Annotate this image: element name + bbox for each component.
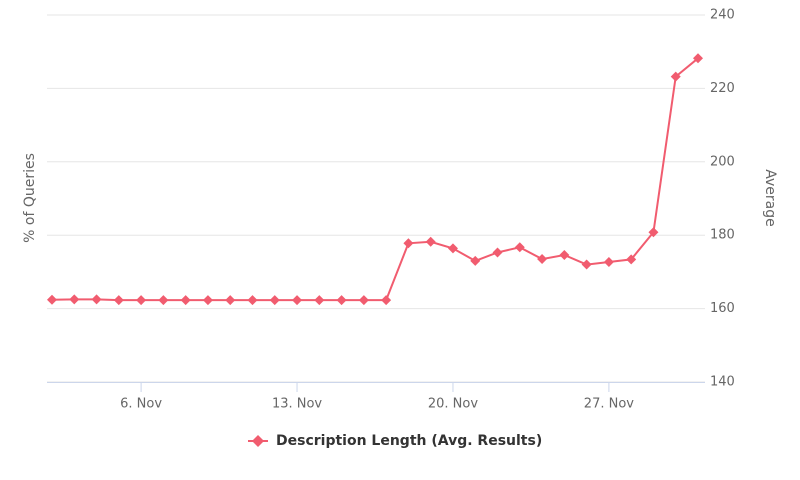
data-point	[470, 255, 481, 266]
data-point	[670, 71, 681, 82]
data-point	[603, 256, 614, 267]
y2-tick-label: 240	[710, 8, 735, 23]
legend-marker	[252, 435, 264, 447]
data-point	[136, 295, 147, 306]
y2-tick-label: 180	[710, 228, 735, 243]
data-point	[292, 295, 303, 306]
data-point	[581, 259, 592, 270]
x-tick-label: 27. Nov	[584, 397, 634, 412]
data-point	[158, 295, 169, 306]
data-point	[247, 295, 258, 306]
data-point	[47, 294, 57, 305]
data-point	[693, 53, 703, 64]
x-tick-label: 20. Nov	[428, 397, 478, 412]
data-point	[381, 295, 392, 306]
data-point	[269, 295, 280, 306]
data-point	[425, 236, 436, 247]
x-tick-label: 13. Nov	[272, 397, 322, 412]
y2-tick-label: 200	[710, 154, 735, 169]
data-point	[514, 242, 525, 253]
y2-tick-label: 220	[710, 81, 735, 96]
data-point	[559, 250, 570, 261]
data-point	[91, 294, 102, 305]
y2-tick-label: 160	[710, 301, 735, 316]
data-point	[113, 295, 124, 306]
left-axis-title: % of Queries	[22, 153, 38, 243]
data-point	[69, 294, 80, 305]
series-line	[51, 57, 699, 302]
y2-tick-label: 140	[710, 375, 735, 390]
x-tick-label: 6. Nov	[120, 397, 162, 412]
data-point	[202, 295, 213, 306]
data-point	[180, 295, 191, 306]
data-point	[358, 295, 369, 306]
data-point	[492, 247, 503, 258]
legend-label[interactable]: Description Length (Avg. Results)	[276, 433, 542, 449]
data-point	[314, 295, 325, 306]
data-point	[537, 254, 548, 265]
right-axis-title: Average	[762, 169, 778, 227]
data-point	[648, 227, 659, 238]
data-point	[447, 243, 458, 254]
data-point	[225, 295, 236, 306]
data-point	[626, 254, 637, 265]
data-point	[403, 238, 414, 249]
data-point	[336, 295, 347, 306]
